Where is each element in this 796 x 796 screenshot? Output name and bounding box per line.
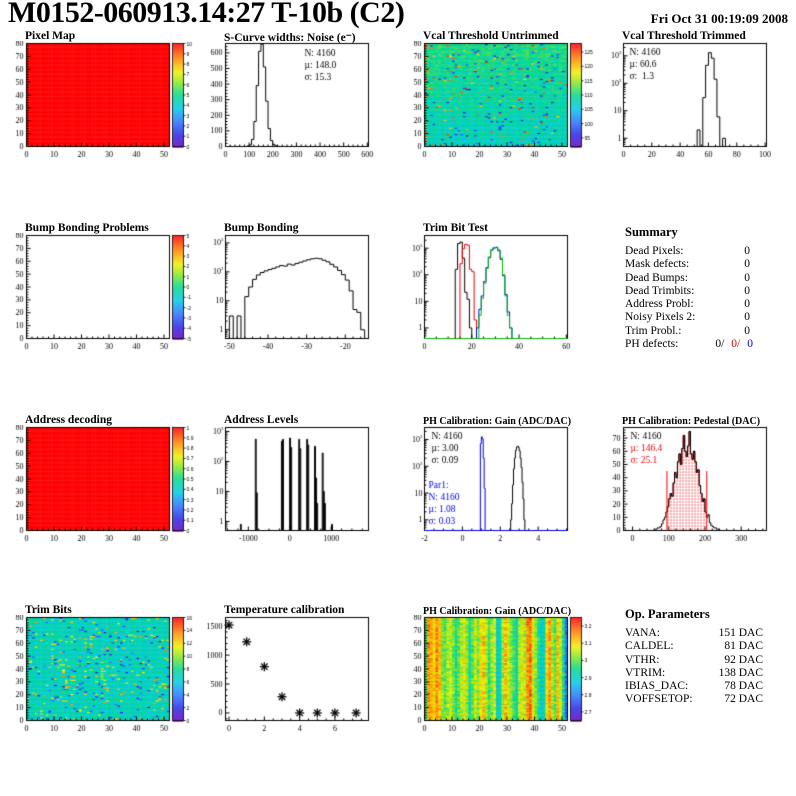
op-parameters-rows: VANA: 151 DAC CALDEL: 81 DAC VTHR: 92 DAC V… [625,627,763,707]
plot-title: PH Calibration: Pedestal (DAC) [622,416,761,427]
trim-bit-test-plot [398,233,597,359]
scurve-noise-plot [199,41,398,167]
panel-bump-bonding: Bump Bonding [199,222,398,414]
panel-address-levels: Address Levels [199,414,398,606]
plot-title: Temperature calibration [224,604,345,616]
panel-ph-gain-hist: PH Calibration: Gain (ADC/DAC) [398,414,597,606]
op-parameters-title: Op. Parameters [625,607,710,621]
address-levels-plot [199,425,398,551]
summary-row: Dead Pixels: 0 [625,245,750,257]
plot-title: Address Levels [224,414,299,426]
panel-vcal-untrimmed: Vcal Threshold Untrimmed [398,30,597,222]
summary-row: Noisy Pixels 2: 0 [625,311,750,324]
summary-row: Address Probl: 0 [625,298,750,311]
panel-address-decoding: Address decoding [0,414,199,606]
plot-title: PH Calibration: Gain (ADC/DAC) [423,606,572,617]
ph-pedestal-plot [597,425,796,551]
panel-scurve-noise: S-Curve widths: Noise (e⁻) [199,30,398,222]
plot-title: Bump Bonding [224,222,299,234]
ph-defects-red: 0/ [731,338,741,351]
ph-defects-black: 0/ [715,338,725,351]
report-page: { "header": { "title": "M0152-060913.14:… [0,0,796,741]
panel-bump-problems: Bump Bonding Problems [0,222,199,414]
summary-title: Summary [625,225,678,239]
bump-problems-plot [0,233,199,359]
vcal-untrimmed-plot [398,41,597,167]
op-parameter-row: VTRIM: 138 DAC [625,666,763,679]
ph-gain-hist-plot [398,425,597,551]
address-decoding-plot [0,425,199,551]
op-parameter-row: VANA: 151 DAC [625,627,763,639]
bump-bonding-plot [199,233,398,359]
panel-ph-pedestal: PH Calibration: Pedestal (DAC) [597,414,796,606]
plot-title: Address decoding [25,414,113,426]
plot-title: Vcal Threshold Untrimmed [423,30,559,42]
panel-trim-bit-test: Trim Bit Test [398,222,597,414]
plot-title: PH Calibration: Gain (ADC/DAC) [423,416,572,427]
plot-title: Trim Bits [25,604,72,616]
summary-row-ph-defects: PH defects: 0/0/0 [625,338,753,351]
summary-rows: Dead Pixels: 0 Mask defects: 0 Dead Bumps:… [625,245,753,351]
temperature-calibration-plot [199,615,398,741]
panel-trim-bits-map: Trim Bits [0,604,199,796]
ph-gain-map-plot [398,615,597,741]
panel-op-parameters: Op. Parameters VANA: 151 DAC CALDEL: 81 DA… [597,604,796,796]
op-parameter-row: CALDEL: 81 DAC [625,640,763,653]
vcal-trimmed-plot [597,41,796,167]
pixel-map-plot [0,41,199,167]
page-title: M0152-060913.14:27 T-10b (C2) [8,0,405,29]
op-parameter-row: IBIAS_DAC: 78 DAC [625,680,763,693]
plot-title: Bump Bonding Problems [25,222,149,234]
plot-title: Pixel Map [25,30,76,42]
op-parameter-row: VTHR: 92 DAC [625,653,763,666]
plot-title: Trim Bit Test [423,222,488,234]
panel-ph-gain-map: PH Calibration: Gain (ADC/DAC) [398,604,597,796]
summary-row: Mask defects: 0 [625,258,750,271]
summary-row: Trim Probl.: 0 [625,324,750,337]
summary-row: Dead Trimbits: 0 [625,284,750,297]
panel-vcal-trimmed: Vcal Threshold Trimmed [597,30,796,222]
summary-row: Dead Bumps: 0 [625,271,750,284]
trim-bits-map-plot [0,615,199,741]
plot-title: Vcal Threshold Trimmed [622,30,746,42]
panel-pixel-map: Pixel Map [0,30,199,222]
op-parameter-row: VOFFSETOP: 72 DAC [625,693,763,706]
panel-summary: Summary Dead Pixels: 0 Mask defects: 0 Dea… [597,222,796,414]
timestamp: Fri Oct 31 00:19:09 2008 [650,11,788,26]
ph-defects-blue: 0 [747,338,753,351]
panel-temperature-calibration: Temperature calibration [199,604,398,796]
